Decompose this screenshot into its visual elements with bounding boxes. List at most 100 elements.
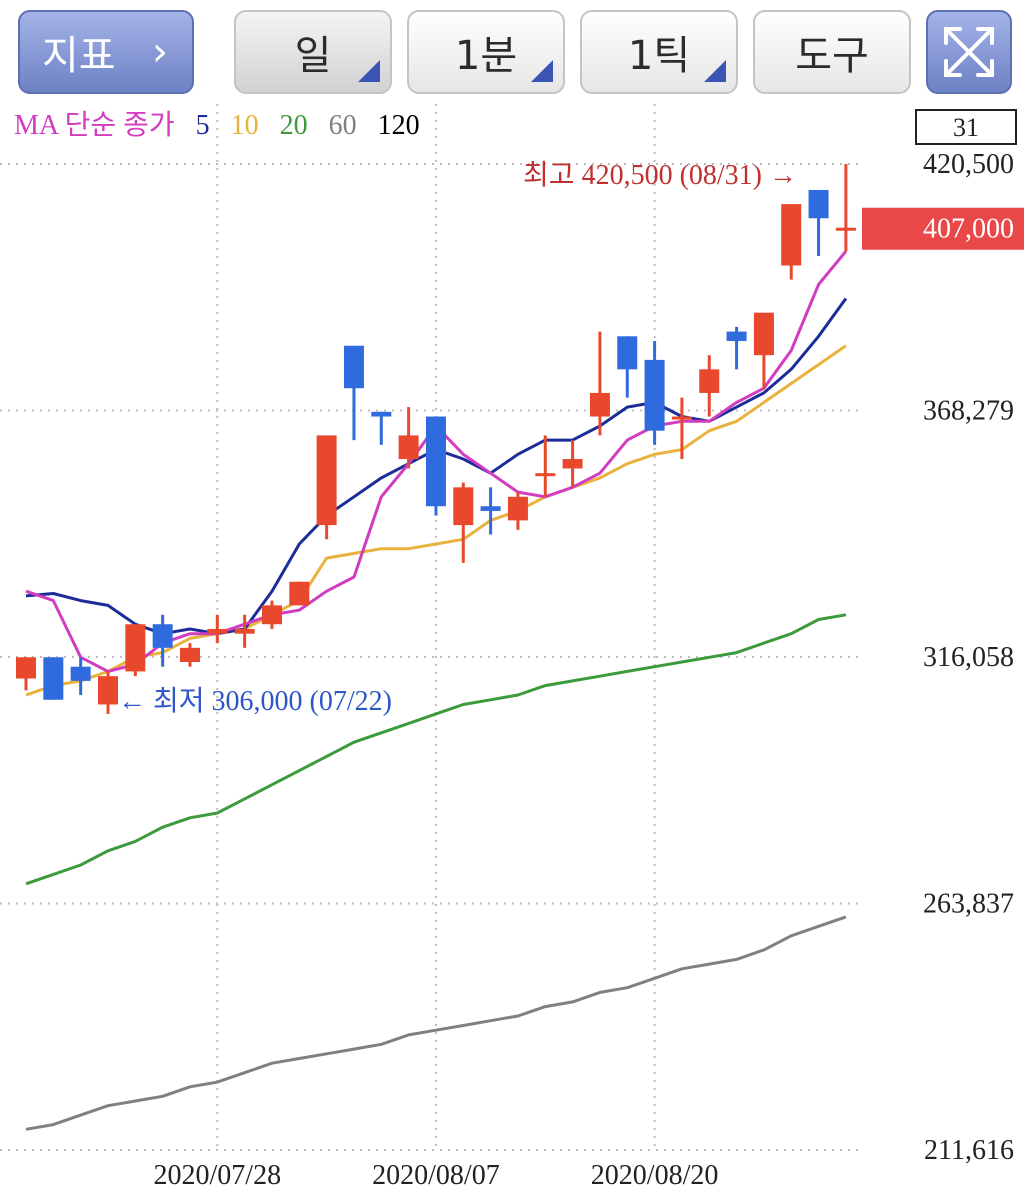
high-annotation: 최고 420,500 (08/31) → [523,159,797,191]
ma-legend-5: 5 [196,110,210,141]
candle-body [808,189,829,219]
candle [671,397,692,460]
candle-body [835,227,856,231]
candle-body [261,605,282,625]
ma-legend-60: 60 [329,110,357,141]
candle-body [43,657,64,700]
x-tick-label: 2020/07/28 [154,1160,282,1191]
candle [261,600,282,629]
x-tick-label: 2020/08/07 [372,1160,500,1191]
expand-arrows-icon [944,27,994,77]
candle-body [453,487,474,526]
candle-body [644,359,665,431]
x-axis: 2020/07/28 2020/08/07 2020/08/20 [154,1160,719,1191]
dropdown-triangle-icon [704,60,726,82]
candle [562,440,583,488]
candle-body [699,369,720,393]
minute-label: 1분 [454,33,518,79]
x-tick-label: 2020/08/20 [591,1160,719,1191]
count-box-label: 31 [953,113,979,142]
low-annotation: ← 최저 306,000 (07/22) [118,685,392,717]
expand-button[interactable] [926,10,1012,94]
candle-body [316,435,337,526]
ma120-line [25,915,847,1131]
candle-body [70,666,91,681]
candle-body [371,411,392,417]
candle [16,657,36,691]
period-select[interactable]: 일 [234,10,392,94]
candle [289,581,310,606]
toolbar: 지표 › 일 1분 1틱 도구 [0,0,1024,104]
candle [207,614,228,644]
candle [97,671,118,714]
y-tick-label: 263,837 [923,889,1014,920]
candle [835,164,856,252]
candle [398,407,419,469]
candle-body [781,204,802,266]
candle-body [671,416,692,420]
tick-select[interactable]: 1틱 [580,10,738,94]
candle-body [179,647,200,662]
ma-legend-10: 10 [231,110,259,141]
chevron-right-icon: › [152,29,168,75]
candle [726,326,747,370]
candle [453,482,474,563]
candle-body [425,416,446,507]
candle [125,624,146,677]
candle-body [152,624,173,648]
candle [507,492,528,530]
candle [43,657,64,700]
ma-legend: MA 단순 종가 5 10 20 60 120 [14,109,420,141]
candle-body [398,435,419,460]
ma-legend-120: 120 [378,110,420,141]
y-axis: 420,500 368,279 316,058 263,837 211,616 407,0… [862,149,1024,1166]
candles [16,164,856,714]
tools-label: 도구 [795,33,869,79]
candle-body [507,496,528,521]
candle [70,657,91,696]
candle [699,355,720,417]
candle-body [562,459,583,469]
indicator-button[interactable]: 지표 › [18,10,194,94]
candle-body [535,473,556,477]
ma60-line [25,613,847,886]
candle-body [617,336,638,370]
candle [179,643,200,667]
candle [535,435,556,497]
current-price-label: 407,000 [923,214,1014,245]
indicator-label: 지표 [42,33,116,79]
stock-chart[interactable]: MA 단순 종가 5 10 20 60 120 31 420,500 368,27… [0,104,1024,1192]
y-tick-label: 368,279 [923,396,1014,427]
candle-body [234,628,255,634]
candle [152,614,173,667]
count-box [915,109,1017,145]
candle [425,416,446,516]
candle [644,341,665,445]
y-tick-label: 420,500 [923,149,1014,180]
candle [234,614,255,648]
candle [343,345,364,441]
candle-body [726,331,747,342]
period-label: 일 [294,33,332,79]
current-price-badge [862,207,1024,250]
candle-body [289,581,310,606]
candle [808,189,829,257]
candle [753,312,774,389]
candle-body [343,345,364,389]
tick-label: 1틱 [627,33,691,79]
candle-body [16,657,36,679]
candle-body [125,624,146,672]
candle-body [480,506,501,511]
minute-select[interactable]: 1분 [407,10,565,94]
candle-body [589,392,610,417]
candle [781,204,802,280]
dropdown-triangle-icon [358,60,380,82]
tools-button[interactable]: 도구 [753,10,911,94]
ma-legend-20: 20 [280,110,308,141]
candle [371,411,392,445]
y-tick-label: 316,058 [923,642,1014,673]
dropdown-triangle-icon [531,60,553,82]
candle [316,435,337,540]
candle-body [753,312,774,356]
candle-body [97,676,118,705]
